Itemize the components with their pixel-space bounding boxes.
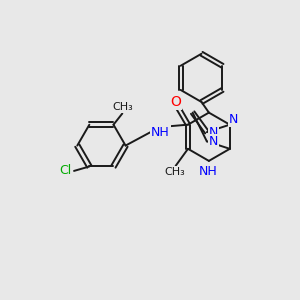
Text: Cl: Cl	[59, 164, 71, 177]
Text: N: N	[229, 113, 238, 126]
Text: NH: NH	[199, 165, 218, 178]
Text: NH: NH	[151, 126, 170, 140]
Text: N: N	[208, 126, 218, 139]
Text: N: N	[208, 135, 218, 148]
Text: CH₃: CH₃	[112, 102, 133, 112]
Text: O: O	[170, 95, 181, 109]
Text: CH₃: CH₃	[165, 167, 185, 177]
